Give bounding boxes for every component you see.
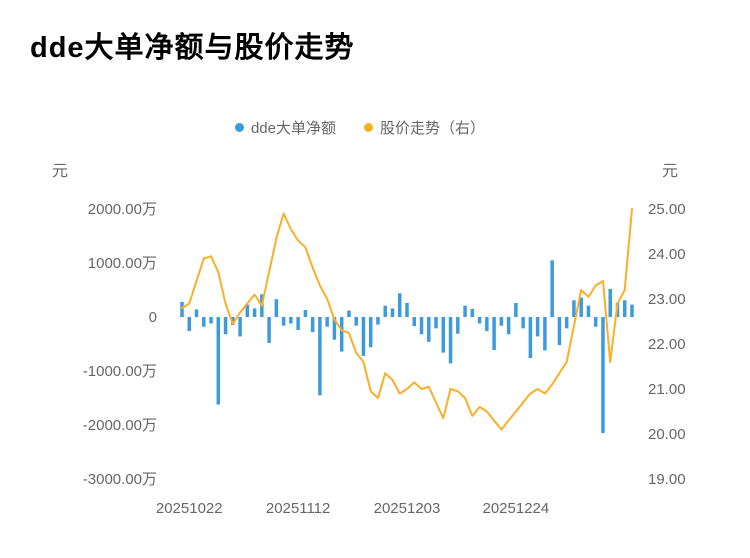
bar-dde-net [296,317,300,330]
left-tick-label: -3000.00万 [83,471,157,488]
bar-dde-net [303,309,308,317]
bar-dde-net [419,317,424,335]
bar-dde-net [209,317,213,324]
bar-dde-net [630,304,634,317]
bar-dde-net [586,305,591,317]
bar-dde-net [368,317,373,348]
legend: dde大单净额 股价走势（右） [0,117,720,138]
x-tick-label: 20251224 [482,500,549,517]
left-tick-label: -2000.00万 [83,417,157,434]
bar-dde-net [485,317,489,332]
bar-dde-net [477,317,482,324]
legend-dot-bar-icon [234,123,244,132]
left-tick-label: -1000.00万 [83,363,157,380]
bar-dde-net [448,317,453,364]
bar-dde-net [318,317,322,396]
bar-dde-net [310,317,315,333]
bar-dde-net [622,300,627,317]
left-tick-label: 2000.00万 [88,201,157,218]
bar-dde-net [354,317,358,326]
bar-dde-net [470,308,475,317]
legend-item-price[interactable]: 股价走势（右） [364,117,485,138]
legend-label-line: 股价走势（右） [380,120,486,137]
bar-dde-net [608,288,612,317]
legend-item-dde-net[interactable]: dde大单净额 [234,117,336,138]
bar-dde-net [492,317,496,350]
bar-dde-net [274,299,279,317]
legend-dot-line-icon [364,123,373,132]
bar-dde-net [434,317,438,329]
bar-dde-net [252,308,257,317]
bar-dde-net [441,317,446,353]
bar-dde-net [499,317,504,326]
legend-label-bar: dde大单净额 [250,120,336,137]
bar-dde-net [564,317,569,329]
bar-dde-net [325,317,329,327]
bar-dde-net [405,302,409,317]
bar-dde-net [572,300,576,317]
bar-dde-net [456,317,460,334]
bar-dde-net [332,317,337,340]
bar-dde-net [521,317,525,329]
bar-dde-net [601,317,605,434]
right-axis-unit: 元 [662,163,679,180]
right-tick-label: 20.00 [648,426,686,443]
bar-dde-net [339,317,344,352]
bar-dde-net [202,317,206,327]
bar-dde-net [543,317,547,351]
left-tick-label: 1000.00万 [88,255,157,272]
x-tick-label: 20251203 [374,500,441,517]
bar-dde-net [506,317,511,335]
bar-dde-net [579,297,583,317]
bar-dde-net [557,317,562,346]
bar-dde-net [223,317,228,335]
bar-dde-net [376,317,380,325]
bar-dde-net [383,305,387,317]
bar-dde-net [187,317,192,332]
page-title: dde大单净额与股价走势 [30,32,355,64]
right-tick-label: 21.00 [648,381,686,398]
price-line [181,208,633,431]
bar-dde-net [347,310,351,317]
left-tick-label: 0 [149,309,157,326]
bar-dde-net [180,301,184,317]
right-tick-label: 23.00 [648,291,686,308]
bar-dde-net [412,317,417,327]
bar-dde-net [361,317,366,356]
bar-dde-net [238,317,242,337]
bar-dde-net [427,317,431,342]
bar-dde-net [245,304,250,317]
bar-dde-net [550,260,554,317]
right-tick-label: 25.00 [648,201,686,218]
bar-dde-net [593,317,598,327]
left-axis-unit: 元 [52,163,69,180]
bar-dde-net [535,317,540,337]
right-tick-label: 24.00 [648,246,686,263]
bar-dde-net [397,293,402,317]
bar-dde-net [463,305,467,317]
bar-dde-net [194,309,199,317]
bar-dde-net [514,302,518,317]
right-tick-label: 22.00 [648,336,686,353]
bar-dde-net [216,317,221,405]
x-tick-label: 20251022 [156,500,223,517]
right-tick-label: 19.00 [648,471,686,488]
bar-dde-net [267,317,271,343]
bar-dde-net [289,317,293,324]
bar-dde-net [528,317,533,359]
bar-dde-net [281,317,286,326]
bar-dde-net [390,308,395,317]
x-tick-label: 20251112 [266,500,331,517]
